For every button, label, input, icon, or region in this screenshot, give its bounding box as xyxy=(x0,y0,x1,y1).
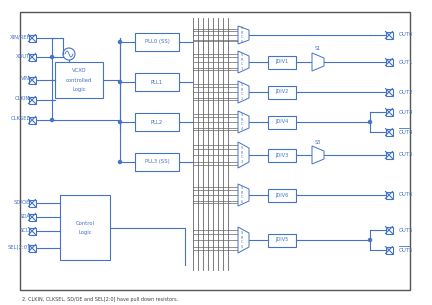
Circle shape xyxy=(51,56,54,59)
Text: CLKIN: CLKIN xyxy=(15,96,30,102)
Circle shape xyxy=(118,81,121,84)
Text: VCXO: VCXO xyxy=(72,67,86,73)
Polygon shape xyxy=(238,81,249,103)
Polygon shape xyxy=(238,227,249,253)
Bar xyxy=(135,113,179,131)
Bar xyxy=(135,33,179,51)
Text: OUT2: OUT2 xyxy=(399,89,413,95)
Text: OUT4: OUT4 xyxy=(399,130,413,135)
Text: OUT0: OUT0 xyxy=(399,33,413,38)
Bar xyxy=(29,117,35,124)
Text: JDIV2: JDIV2 xyxy=(275,89,289,95)
Text: SDA: SDA xyxy=(19,214,30,218)
Polygon shape xyxy=(238,111,249,133)
Text: OUT6: OUT6 xyxy=(399,192,413,198)
Text: XIN/REF: XIN/REF xyxy=(10,34,30,40)
Text: SD/OE: SD/OE xyxy=(14,199,30,204)
Bar xyxy=(55,62,103,98)
Text: S
R
C
0: S R C 0 xyxy=(241,26,243,44)
Bar xyxy=(29,245,35,252)
Bar xyxy=(385,31,393,38)
Text: Logic: Logic xyxy=(78,230,92,235)
Text: OUT1: OUT1 xyxy=(399,59,413,64)
Text: OUT3: OUT3 xyxy=(399,152,413,157)
Circle shape xyxy=(51,119,54,121)
Polygon shape xyxy=(238,184,249,206)
Text: OUT4: OUT4 xyxy=(399,109,413,114)
Circle shape xyxy=(118,160,121,163)
Text: PLL3 (SS): PLL3 (SS) xyxy=(145,160,169,164)
Bar xyxy=(385,59,393,66)
Text: JDIV4: JDIV4 xyxy=(275,120,289,124)
Bar xyxy=(29,214,35,221)
Bar xyxy=(29,228,35,235)
Polygon shape xyxy=(312,146,324,164)
Bar xyxy=(29,199,35,206)
Text: PLL2: PLL2 xyxy=(151,120,163,124)
Bar xyxy=(385,246,393,253)
Text: CLKSEL: CLKSEL xyxy=(11,117,30,121)
Bar xyxy=(135,73,179,91)
Polygon shape xyxy=(238,26,249,44)
Bar xyxy=(29,53,35,60)
Text: PLL1: PLL1 xyxy=(151,80,163,84)
Text: OUT5: OUT5 xyxy=(399,247,413,253)
Text: JDIV6: JDIV6 xyxy=(275,192,289,198)
Text: OUT5: OUT5 xyxy=(399,228,413,232)
Text: SEL[2:0]: SEL[2:0] xyxy=(8,245,30,249)
Bar xyxy=(60,195,110,260)
Text: S
R
C
3: S R C 3 xyxy=(241,146,243,164)
Text: JDIV1: JDIV1 xyxy=(275,59,289,64)
Bar xyxy=(29,96,35,103)
Bar xyxy=(135,153,179,171)
Text: SCL: SCL xyxy=(20,228,30,232)
Text: VIN: VIN xyxy=(21,77,30,81)
Bar xyxy=(385,227,393,234)
Text: Logic: Logic xyxy=(72,88,86,92)
Text: PLL0 (SS): PLL0 (SS) xyxy=(145,40,169,45)
Circle shape xyxy=(118,41,121,44)
Text: S1: S1 xyxy=(315,46,321,52)
Bar xyxy=(385,128,393,135)
Text: Control: Control xyxy=(76,221,95,226)
Text: S
R
C
1: S R C 1 xyxy=(241,53,243,71)
Text: S
R
C
5: S R C 5 xyxy=(241,231,243,249)
Text: XOUT: XOUT xyxy=(16,53,30,59)
Text: S
R
C
6: S R C 6 xyxy=(241,186,243,204)
Bar xyxy=(385,192,393,199)
Text: 2. CLKIN, CLKSEL, SD/OE and SEL[2:0] have pull down resistors.: 2. CLKIN, CLKSEL, SD/OE and SEL[2:0] hav… xyxy=(22,297,178,302)
Polygon shape xyxy=(312,53,324,71)
Bar xyxy=(268,234,296,246)
Text: S
R
C
2: S R C 2 xyxy=(241,83,243,101)
Bar xyxy=(268,188,296,202)
Bar xyxy=(29,34,35,41)
Text: S3: S3 xyxy=(315,139,321,145)
Bar xyxy=(29,77,35,84)
Bar xyxy=(268,85,296,99)
Circle shape xyxy=(368,120,372,124)
Text: controlled: controlled xyxy=(66,77,92,82)
Circle shape xyxy=(118,120,121,124)
Circle shape xyxy=(368,239,372,242)
Text: S
R
C
4: S R C 4 xyxy=(241,113,243,131)
Bar xyxy=(385,109,393,116)
Bar xyxy=(268,56,296,69)
Text: JDIV3: JDIV3 xyxy=(275,152,289,157)
Bar xyxy=(268,149,296,162)
Polygon shape xyxy=(238,142,249,168)
Bar xyxy=(385,88,393,95)
Bar xyxy=(385,152,393,159)
Text: JDIV5: JDIV5 xyxy=(275,238,289,242)
Polygon shape xyxy=(238,51,249,73)
Bar xyxy=(268,116,296,128)
